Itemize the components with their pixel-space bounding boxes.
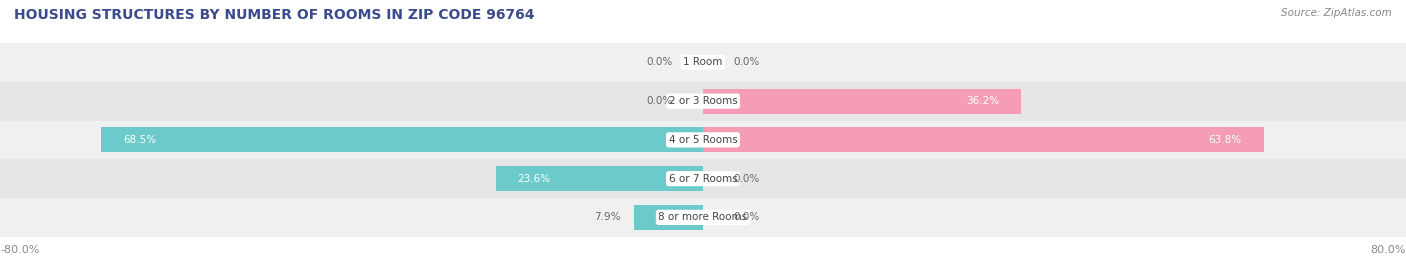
Text: 6 or 7 Rooms: 6 or 7 Rooms (669, 174, 737, 184)
Bar (634, 205, 703, 230)
Text: Source: ZipAtlas.com: Source: ZipAtlas.com (1281, 8, 1392, 18)
Bar (703, 89, 1021, 114)
FancyBboxPatch shape (0, 121, 1406, 159)
Text: 23.6%: 23.6% (517, 174, 551, 184)
FancyBboxPatch shape (0, 82, 1406, 121)
Text: 0.0%: 0.0% (645, 96, 672, 106)
Text: HOUSING STRUCTURES BY NUMBER OF ROOMS IN ZIP CODE 96764: HOUSING STRUCTURES BY NUMBER OF ROOMS IN… (14, 8, 534, 22)
Text: 0.0%: 0.0% (734, 174, 761, 184)
Text: 0.0%: 0.0% (645, 57, 672, 68)
FancyBboxPatch shape (0, 159, 1406, 198)
Bar (703, 127, 1264, 153)
Text: 2 or 3 Rooms: 2 or 3 Rooms (669, 96, 737, 106)
Text: 1 Room: 1 Room (683, 57, 723, 68)
Text: -80.0%: -80.0% (0, 245, 39, 255)
Text: 7.9%: 7.9% (593, 212, 620, 222)
Text: 68.5%: 68.5% (124, 135, 156, 145)
Text: 8 or more Rooms: 8 or more Rooms (658, 212, 748, 222)
Text: 80.0%: 80.0% (1371, 245, 1406, 255)
FancyBboxPatch shape (0, 198, 1406, 237)
Bar (101, 127, 703, 153)
Bar (496, 166, 703, 191)
Text: 0.0%: 0.0% (734, 212, 761, 222)
FancyBboxPatch shape (0, 43, 1406, 82)
Text: 4 or 5 Rooms: 4 or 5 Rooms (669, 135, 737, 145)
Text: 36.2%: 36.2% (966, 96, 1000, 106)
Text: 0.0%: 0.0% (734, 57, 761, 68)
Text: 63.8%: 63.8% (1209, 135, 1241, 145)
